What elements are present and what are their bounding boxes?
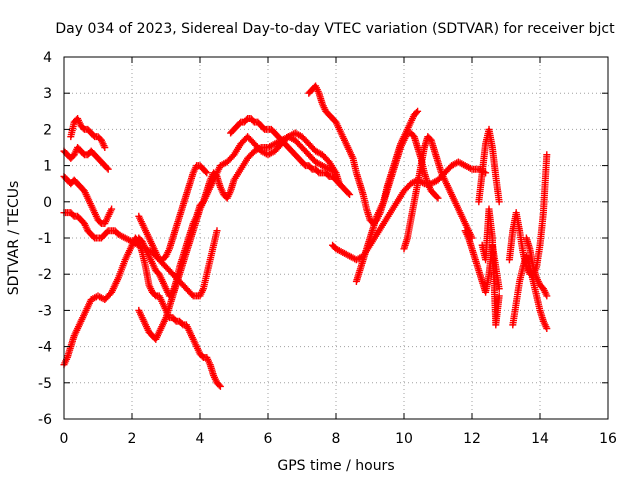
data-point-marker: [414, 107, 422, 115]
data-point-marker: [216, 382, 224, 390]
data-point-marker: [213, 227, 221, 235]
y-tick-label: 1: [43, 159, 52, 175]
series-track-12: [352, 129, 442, 285]
x-tick-label: 10: [395, 431, 413, 447]
x-tick-label: 4: [196, 431, 205, 447]
x-tick-label: 6: [264, 431, 273, 447]
series-track-19: [522, 234, 551, 300]
series-track-5: [67, 115, 109, 151]
y-tick-label: -4: [38, 340, 52, 356]
series-track-9: [227, 115, 354, 199]
data-point-marker: [202, 168, 210, 176]
data-point-marker: [103, 164, 111, 172]
y-axis-label: SDTVAR / TECUs: [6, 181, 22, 296]
y-tick-label: -2: [38, 267, 52, 283]
data-point-marker: [543, 151, 551, 159]
y-tick-label: -6: [38, 412, 52, 428]
series-track-11: [329, 158, 490, 264]
data-point-marker: [344, 189, 352, 197]
axis-ticks: [63, 56, 609, 420]
series-track-7: [135, 129, 343, 300]
data-point-marker: [188, 290, 196, 298]
data-point-marker: [433, 193, 441, 201]
x-tick-label: 8: [332, 431, 341, 447]
x-tick-label: 16: [599, 431, 617, 447]
data-point-marker: [101, 144, 109, 151]
data-point-marker: [215, 381, 223, 389]
data-point-marker: [203, 169, 211, 177]
series-track-13: [400, 133, 476, 253]
data-point-marker: [495, 198, 503, 206]
y-tick-label: -5: [38, 376, 52, 392]
data-point-marker: [495, 292, 503, 300]
series-track-18: [509, 252, 551, 332]
x-tick-label: 14: [531, 431, 549, 447]
data-point-marker: [412, 109, 420, 117]
x-tick-labels: 0 2 4 6 8 10 12 14 16: [60, 431, 617, 447]
series-track-4: [60, 144, 112, 173]
y-tick-label: 2: [43, 122, 52, 138]
y-tick-label: 3: [43, 86, 52, 102]
data-point-marker: [434, 194, 442, 202]
data-series: [60, 82, 551, 390]
data-point-marker: [104, 165, 112, 173]
x-tick-label: 0: [60, 431, 69, 447]
data-point-marker: [495, 285, 503, 293]
data-point-marker: [346, 191, 354, 199]
y-tick-label: 0: [43, 195, 52, 211]
series-track-16: [478, 205, 503, 329]
data-point-marker: [543, 292, 551, 300]
x-tick-label: 2: [128, 431, 137, 447]
y-tick-label: -1: [38, 231, 52, 247]
data-point-marker: [543, 325, 551, 332]
x-tick-label: 12: [463, 431, 481, 447]
y-tick-labels: -6 -5 -4 -3 -2 -1 0 1 2 3 4: [38, 50, 52, 428]
x-axis-label: GPS time / hours: [277, 458, 394, 474]
data-point-marker: [108, 205, 116, 213]
series-track-15: [475, 125, 503, 206]
series-track-8: [135, 162, 211, 264]
y-tick-label: 4: [43, 50, 52, 66]
y-tick-label: -3: [38, 303, 52, 319]
chart-title: Day 034 of 2023, Sidereal Day-to-day VTE…: [55, 21, 615, 37]
series-track-2: [60, 172, 116, 228]
